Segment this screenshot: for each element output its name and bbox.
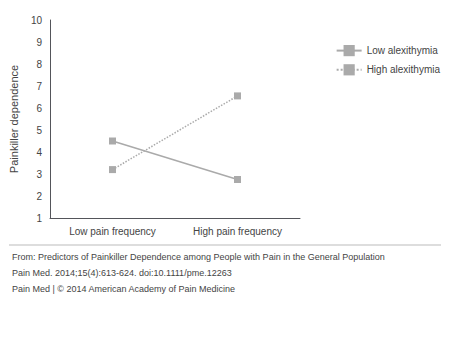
svg-text:7: 7 bbox=[36, 81, 42, 92]
svg-text:10: 10 bbox=[31, 15, 43, 26]
svg-text:1: 1 bbox=[36, 213, 42, 224]
svg-text:High pain frequency: High pain frequency bbox=[193, 226, 282, 237]
svg-text:6: 6 bbox=[36, 103, 42, 114]
svg-text:Low pain frequency: Low pain frequency bbox=[69, 226, 156, 237]
svg-text:From: Predictors of Painkiller: From: Predictors of Painkiller Dependenc… bbox=[12, 252, 385, 262]
svg-text:Pain Med | © 2014 American Aca: Pain Med | © 2014 American Academy of Pa… bbox=[12, 284, 235, 294]
svg-text:3: 3 bbox=[36, 169, 42, 180]
svg-text:4: 4 bbox=[36, 147, 42, 158]
svg-text:5: 5 bbox=[36, 125, 42, 136]
svg-text:Pain Med. 2014;15(4):613-624.: Pain Med. 2014;15(4):613-624. doi:10.111… bbox=[12, 268, 232, 278]
svg-text:9: 9 bbox=[36, 37, 42, 48]
svg-text:Low alexithymia: Low alexithymia bbox=[367, 45, 439, 56]
svg-text:Painkiller dependence: Painkiller dependence bbox=[8, 65, 20, 173]
svg-text:High alexithymia: High alexithymia bbox=[367, 64, 441, 75]
svg-text:8: 8 bbox=[36, 59, 42, 70]
svg-text:2: 2 bbox=[36, 191, 42, 202]
